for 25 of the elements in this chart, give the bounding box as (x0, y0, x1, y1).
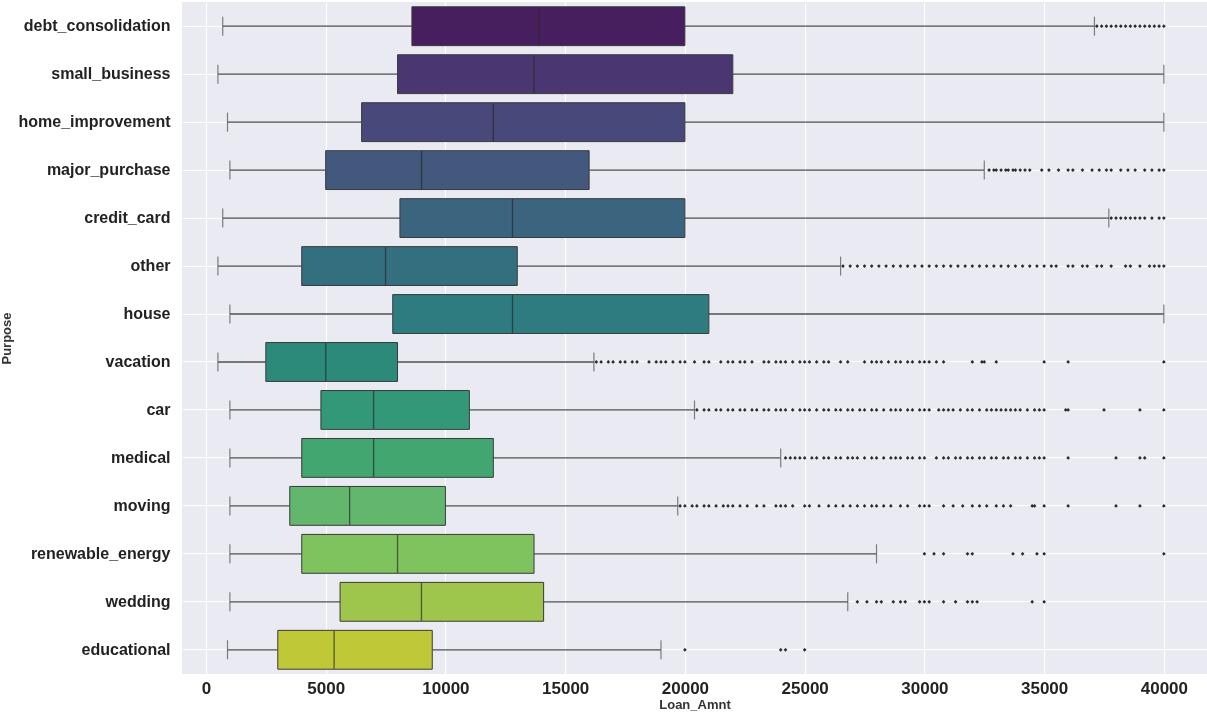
y-tick-label: car (146, 400, 171, 418)
y-tick-label: educational (81, 640, 171, 658)
y-axis-title: Purpose (0, 312, 15, 365)
x-tick-label: 35000 (1021, 678, 1069, 698)
x-axis-title: Loan_Amnt (659, 696, 732, 712)
y-tick-label: small_business (51, 65, 171, 83)
y-tick-label: medical (110, 448, 171, 466)
x-tick-label: 0 (201, 678, 212, 698)
y-tick-label: moving (113, 496, 171, 514)
x-tick-label: 15000 (542, 678, 590, 698)
x-tick-label: 30000 (901, 678, 949, 698)
y-tick-label: house (123, 305, 171, 323)
y-tick-label: renewable_energy (30, 544, 171, 562)
y-tick-label: major_purchase (46, 161, 171, 179)
y-tick-label: credit_card (84, 209, 171, 227)
y-tick-label: vacation (105, 352, 171, 370)
x-tick-label: 5000 (307, 678, 346, 698)
y-tick-label: debt_consolidation (23, 17, 171, 35)
y-tick-label: other (130, 257, 171, 275)
y-tick-label: home_improvement (18, 113, 172, 131)
x-tick-label: 20000 (661, 678, 710, 698)
x-tick-label: 25000 (781, 678, 829, 698)
x-tick-label: 10000 (422, 678, 470, 698)
x-tick-label: 40000 (1140, 678, 1189, 698)
y-tick-label: wedding (104, 592, 171, 610)
